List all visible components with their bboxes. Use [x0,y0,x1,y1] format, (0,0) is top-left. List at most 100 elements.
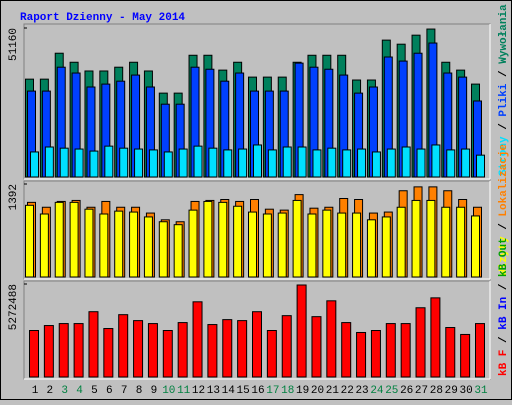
bar [297,146,307,178]
chart-title: Raport Dzienny - May 2014 [20,12,185,24]
x-tick-label: 12 [192,385,205,397]
bar [39,213,49,278]
bar [356,331,367,378]
bar [158,221,168,278]
legend: Wizyty / Lokalizacje [498,144,510,276]
bar [119,147,129,178]
bar [292,199,302,278]
x-tick-label: 27 [415,385,428,397]
bar [415,307,426,378]
x-tick-label: 17 [266,385,279,397]
x-tick-label: 2 [47,385,54,397]
bar [471,215,480,278]
bar [237,320,248,378]
bar [400,323,411,378]
bar [148,149,158,178]
bar [103,328,114,378]
bar [43,325,54,378]
bar [322,209,332,278]
bar [307,213,317,278]
bar [416,148,426,178]
bar [178,148,188,178]
bar [342,149,352,178]
bar [401,146,411,178]
bar [267,149,277,178]
bar [253,144,262,178]
x-tick-label: 20 [311,385,324,397]
bar [311,316,322,378]
bar [203,200,213,278]
bar [222,319,233,378]
x-tick-label: 9 [151,385,158,397]
bar [162,330,173,378]
bar [430,297,441,378]
bar [426,199,436,278]
x-tick-label: 15 [237,385,250,397]
bar [208,147,218,178]
bar [173,224,183,278]
bar [147,323,158,378]
bar [381,216,391,278]
bar [58,323,69,378]
bar [129,211,139,278]
x-tick-label: 14 [222,385,236,397]
legend-entry: Strony [498,136,510,176]
bar [327,147,337,178]
bar [223,149,233,178]
bar [460,333,471,378]
y-tick-label: 5272488 [8,284,20,330]
bar [357,148,367,178]
bar [69,201,79,278]
bar [352,212,362,278]
bar [238,148,248,178]
legend: Strony / Pliki / Wywołania [498,4,510,176]
y-tick-label: 51160 [8,28,20,61]
legend-entry: Wizyty [498,236,510,276]
bar [118,314,129,378]
bar [99,213,109,278]
x-tick-label: 11 [177,385,191,397]
x-tick-label: 22 [341,385,354,397]
x-tick-label: 3 [61,385,68,397]
x-tick-label: 28 [430,385,443,397]
bar [441,206,451,278]
legend: kB F / kB In / kB Out [498,237,510,376]
legend-separator: / [498,277,510,297]
bar [262,213,272,278]
bar [207,324,218,378]
bar [475,323,485,378]
bar [326,300,337,378]
bar [188,209,198,278]
bar [386,148,396,178]
bar [30,151,39,178]
bar [411,199,421,278]
bar [192,301,203,378]
bar [233,205,243,278]
x-tick-label: 25 [385,385,398,397]
bar [341,322,352,378]
bar [282,146,292,178]
x-tick-label: 30 [460,385,473,397]
bar [446,149,456,178]
legend-entry: Wywołania [498,4,510,64]
bar [74,148,84,178]
x-tick-label: 26 [400,385,413,397]
x-tick-label: 6 [106,385,113,397]
bar [25,204,34,278]
x-tick-label: 31 [474,385,488,397]
x-tick-label: 24 [370,385,384,397]
bar [277,212,287,278]
legend-entry: Lokalizacje [498,144,510,217]
bar [370,330,381,378]
bar [114,210,124,278]
x-tick-label: 19 [296,385,309,397]
bar [143,216,153,278]
bar [54,201,64,278]
bar [248,211,257,278]
x-tick-label: 18 [281,385,294,397]
bar [312,149,322,178]
legend-separator: / [498,64,510,84]
bar [29,330,39,378]
